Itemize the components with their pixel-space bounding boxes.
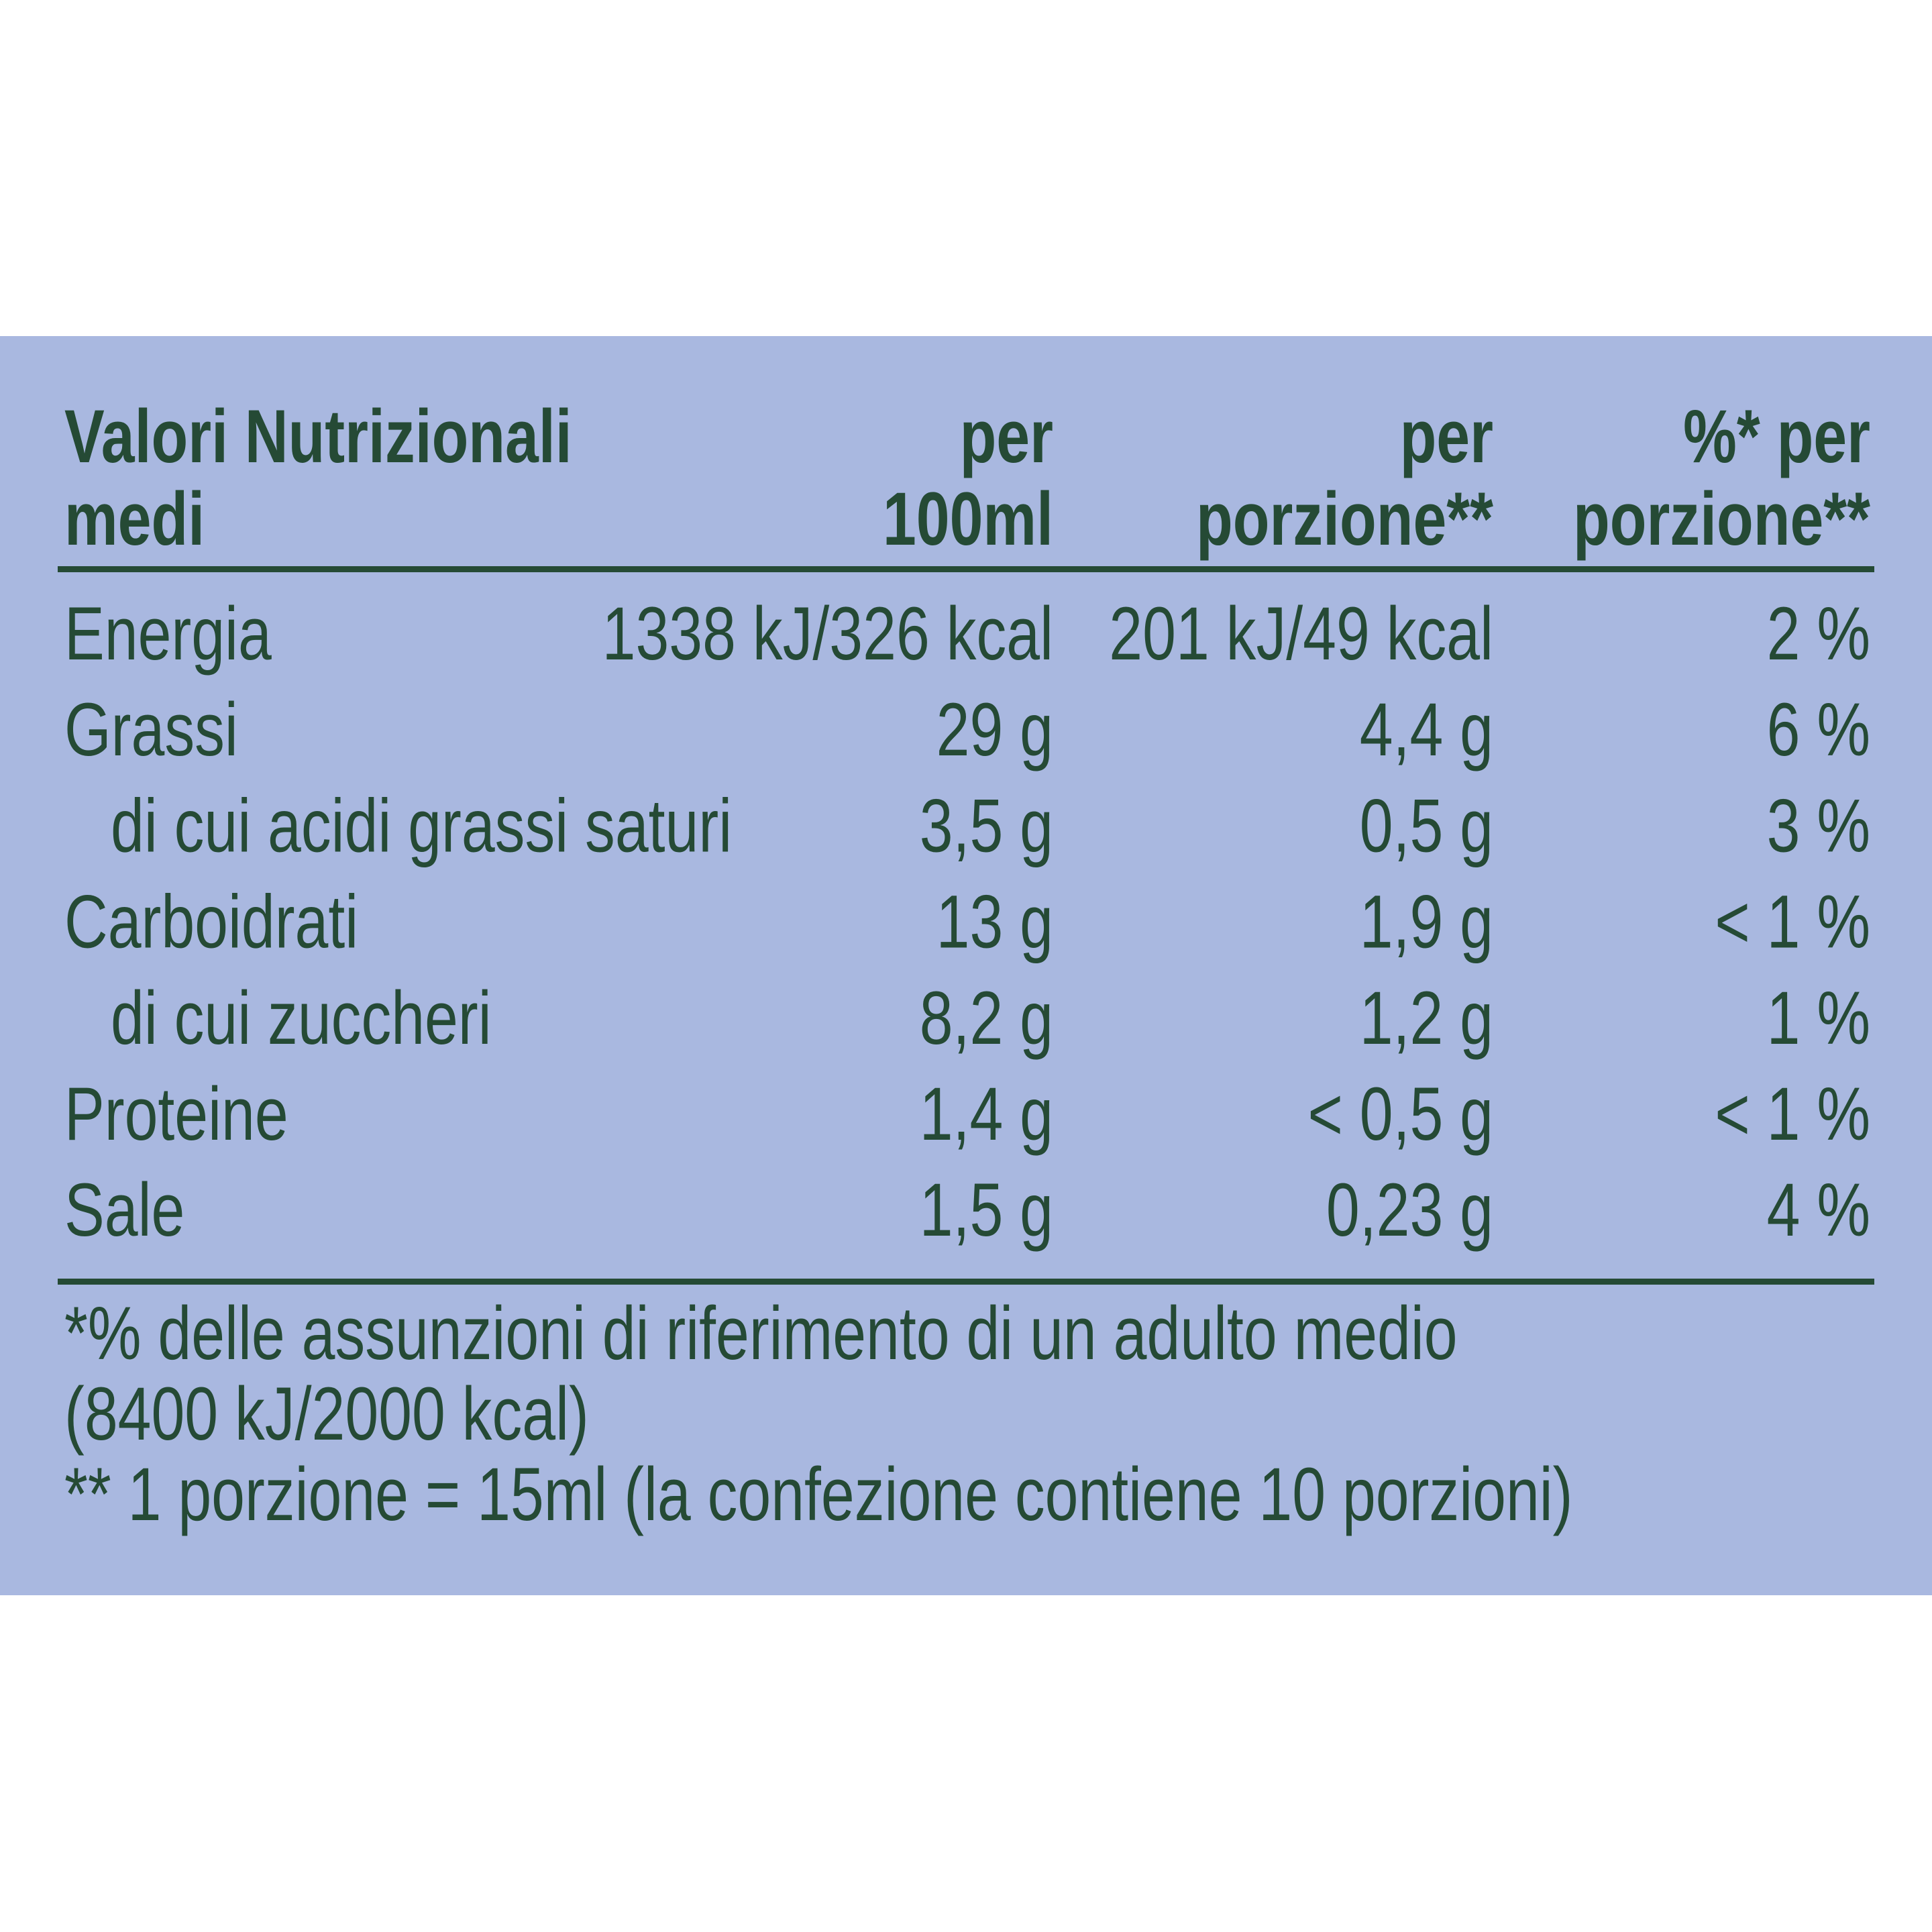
row-value: 13 g	[936, 880, 1053, 964]
row-value: < 1 %	[1715, 880, 1870, 964]
row-value: < 1 %	[1715, 1073, 1870, 1157]
text-layer: Valori Nutrizionalimediper100mlperporzio…	[64, 395, 1870, 1537]
row-value: 3,5 g	[920, 784, 1053, 868]
row-value: 1,5 g	[920, 1169, 1053, 1252]
row-value: 29 g	[936, 688, 1053, 772]
row-value: 0,5 g	[1360, 784, 1493, 868]
header-cell: medi	[64, 478, 205, 561]
row-value: 1338 kJ/326 kcal	[602, 592, 1053, 676]
row-label: Energia	[64, 592, 272, 676]
header-rule	[58, 566, 1874, 572]
row-label: di cui zuccheri	[111, 976, 492, 1060]
row-value: 1,9 g	[1360, 880, 1493, 964]
row-value: 1,2 g	[1360, 976, 1493, 1060]
header-cell: porzione**	[1573, 478, 1870, 561]
header-cell: per	[960, 395, 1053, 479]
row-label: Carboidrati	[64, 880, 358, 964]
row-label: di cui acidi grassi saturi	[111, 784, 732, 868]
row-value: 3 %	[1767, 784, 1870, 868]
row-label: Grassi	[64, 688, 238, 772]
header-cell: %* per	[1683, 395, 1870, 479]
header-cell: per	[1400, 395, 1493, 479]
header-cell: Valori Nutrizionali	[64, 395, 572, 479]
row-value: 4,4 g	[1360, 688, 1493, 772]
header-cell: porzione**	[1196, 478, 1493, 561]
row-value: 0,23 g	[1326, 1169, 1493, 1252]
footer-rule	[58, 1279, 1874, 1285]
header-cell: 100ml	[883, 478, 1053, 561]
row-value: 201 kJ/49 kcal	[1109, 592, 1493, 676]
row-value: 6 %	[1767, 688, 1870, 772]
footnote: (8400 kJ/2000 kcal)	[64, 1373, 589, 1456]
row-label: Sale	[64, 1169, 184, 1252]
panel	[0, 336, 1932, 1595]
row-label: Proteine	[64, 1073, 288, 1157]
row-value: 2 %	[1767, 592, 1870, 676]
row-value: < 0,5 g	[1308, 1073, 1493, 1157]
footnote: *% delle assunzioni di riferimento di un…	[64, 1292, 1458, 1376]
row-value: 1,4 g	[920, 1073, 1053, 1157]
row-value: 1 %	[1767, 976, 1870, 1060]
row-value: 4 %	[1767, 1169, 1870, 1252]
footnote: ** 1 porzione = 15ml (la confezione cont…	[64, 1453, 1573, 1537]
row-value: 8,2 g	[920, 976, 1053, 1060]
